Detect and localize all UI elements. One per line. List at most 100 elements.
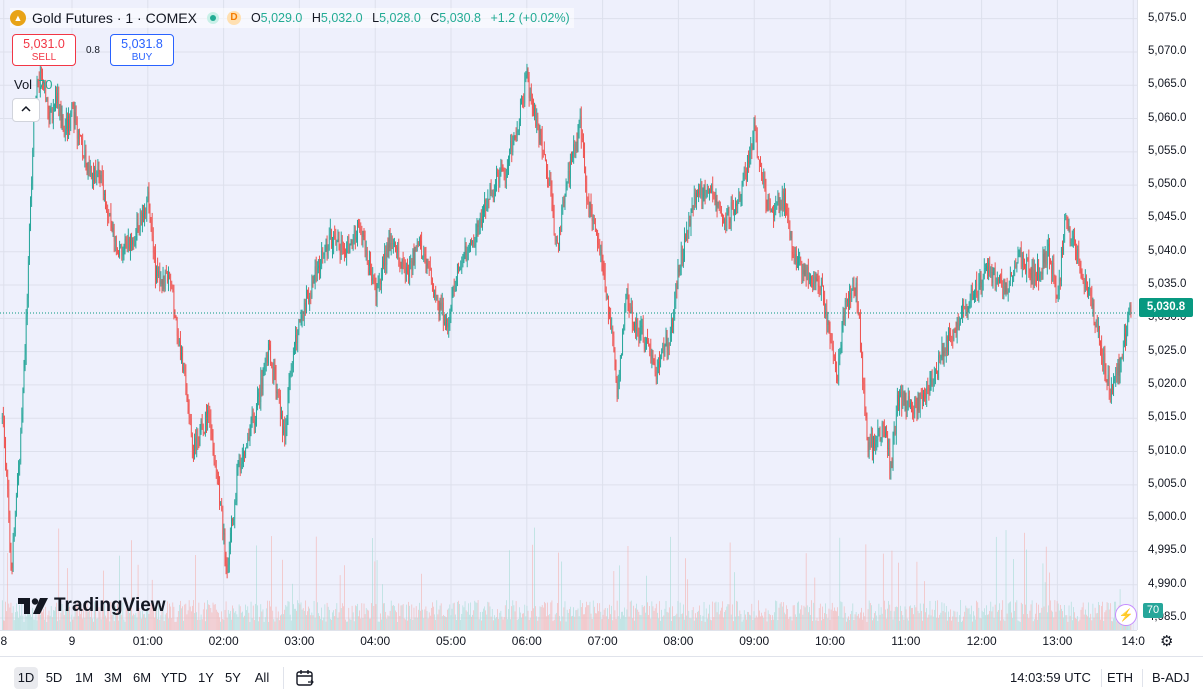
candle-body (749, 154, 750, 164)
time-tick-label: 04:00 (360, 634, 391, 648)
buy-button[interactable]: 5,031.8 BUY (110, 34, 174, 66)
session-toggle[interactable]: ETH (1107, 670, 1133, 685)
range-button-1d[interactable]: 1D (14, 667, 38, 689)
candle-body (769, 201, 771, 213)
volume-bar (1016, 600, 1018, 630)
volume-bar (296, 610, 297, 630)
volume-bar (48, 610, 50, 630)
candle-body (109, 213, 111, 217)
candle-body (495, 183, 496, 187)
volume-bar (1039, 612, 1040, 630)
time-axis[interactable] (0, 630, 1137, 657)
volume-bar (592, 600, 594, 630)
volume-bar (917, 610, 919, 630)
candle-body (895, 413, 897, 435)
volume-bar (985, 615, 986, 630)
candle-body (263, 369, 265, 374)
range-button-1m[interactable]: 1M (74, 670, 94, 685)
flash-icon[interactable]: ⚡ (1115, 604, 1137, 626)
range-button-all[interactable]: All (254, 670, 270, 685)
candle-body (1032, 267, 1034, 285)
adjustment-toggle[interactable]: B-ADJ (1152, 670, 1190, 685)
candle-body (274, 367, 276, 375)
candle-body (914, 396, 916, 415)
date-range-icon[interactable] (294, 667, 316, 689)
time-tick-label: 12:00 (966, 634, 997, 648)
candle-body (611, 327, 612, 329)
candle-body (172, 288, 174, 292)
volume-bar (1096, 612, 1098, 630)
candle-body (630, 306, 632, 313)
candle-body (805, 270, 807, 280)
candle-body (696, 192, 697, 204)
volume-bar (67, 568, 68, 630)
volume-bar (85, 608, 87, 630)
volume-bar (311, 612, 313, 630)
delayed-data-badge[interactable]: D (226, 11, 241, 25)
open-value: 5,029.0 (260, 11, 303, 25)
volume-bar (374, 561, 376, 630)
candle-body (780, 207, 782, 209)
time-tick-label: 9 (68, 634, 76, 648)
range-button-1y[interactable]: 1Y (198, 670, 214, 685)
volume-bar (410, 618, 412, 630)
volume-bar (572, 615, 573, 630)
candle-body (259, 392, 261, 402)
candle-body (1027, 257, 1029, 261)
volume-bar (372, 538, 374, 630)
volume-bar (734, 572, 735, 630)
collapse-chevron-icon[interactable] (12, 98, 40, 122)
volume-bar (602, 614, 604, 630)
volume-bar (974, 615, 975, 630)
candle-body (427, 263, 429, 267)
candle-body (96, 174, 98, 177)
volume-bar (120, 605, 121, 630)
sell-button[interactable]: 5,031.0 SELL (12, 34, 76, 66)
candle-body (993, 267, 995, 269)
chart-plot-area[interactable] (0, 0, 1137, 630)
volume-bar (1051, 610, 1052, 630)
range-button-6m[interactable]: 6M (132, 670, 152, 685)
candle-body (499, 172, 501, 183)
candle-body (197, 436, 199, 441)
range-button-5y[interactable]: 5Y (225, 670, 241, 685)
candle-body (373, 277, 375, 283)
candlestick-chart[interactable] (0, 0, 1203, 656)
candle-body (340, 239, 342, 255)
candle-body (376, 285, 378, 297)
volume-bar (38, 612, 40, 630)
volume-bar (869, 603, 871, 630)
tradingview-watermark[interactable]: TradingView (18, 595, 166, 617)
range-button-5d[interactable]: 5D (45, 670, 63, 685)
volume-bar (716, 612, 718, 630)
candle-body (221, 503, 223, 511)
volume-bar (664, 608, 666, 630)
volume-bar (999, 603, 1000, 630)
candle-body (5, 437, 6, 464)
candle-body (415, 246, 417, 251)
candle-body (403, 261, 405, 267)
settings-gear-icon[interactable]: ⚙ (1160, 633, 1174, 650)
volume-legend[interactable]: Vol 70 (14, 77, 53, 92)
candle-body (70, 112, 72, 128)
volume-bar (37, 605, 39, 630)
volume-bar (101, 607, 103, 630)
candle-body (1030, 274, 1032, 278)
candle-body (453, 287, 455, 292)
volume-bar (420, 610, 421, 630)
range-button-ytd[interactable]: YTD (161, 670, 187, 685)
candle-body (97, 168, 99, 175)
volume-bar (268, 621, 269, 630)
volume-bar (1015, 602, 1017, 630)
volume-bar (155, 609, 156, 630)
candle-body (1043, 253, 1045, 263)
candle-body (919, 394, 921, 411)
range-button-3m[interactable]: 3M (103, 670, 123, 685)
utc-clock[interactable]: 14:03:59 UTC (1010, 670, 1091, 685)
candle-body (991, 271, 993, 283)
candle-body (1113, 381, 1114, 390)
candle-body (381, 275, 382, 285)
candle-body (233, 519, 234, 521)
symbol-title[interactable]: Gold Futures · 1 · COMEX (32, 10, 197, 26)
volume-bar (897, 607, 898, 630)
